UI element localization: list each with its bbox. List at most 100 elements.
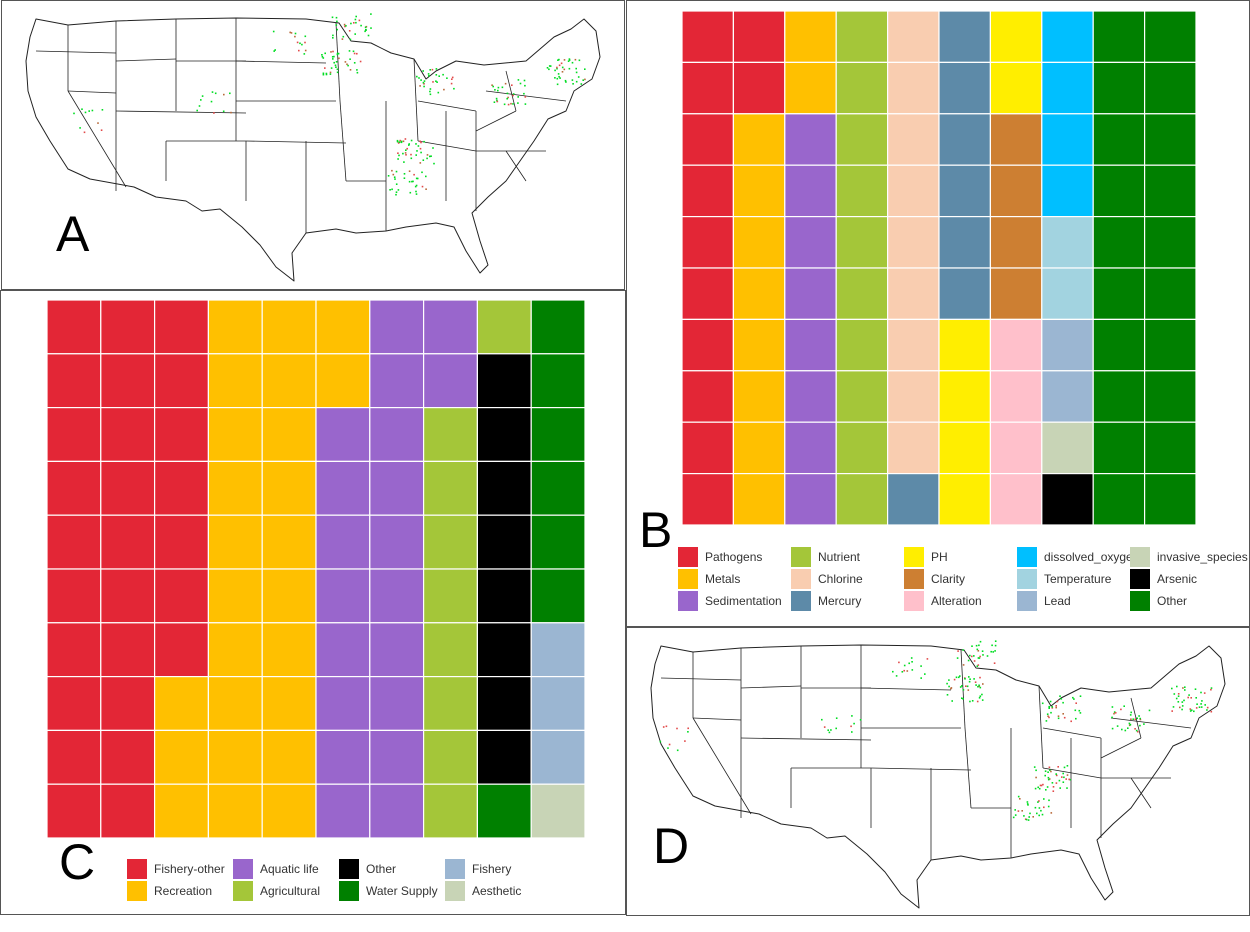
waffle-cell-recreation xyxy=(207,514,263,570)
state-border-line xyxy=(235,60,327,64)
waffle-cell-nutrient xyxy=(835,113,889,166)
waterbody-mark xyxy=(1075,702,1077,704)
waffle-cell-water-supply xyxy=(530,460,586,516)
waffle-cell-sedimentation xyxy=(784,113,837,166)
waffle-cell-temperature xyxy=(1041,216,1094,269)
waterbody-mark xyxy=(336,28,338,31)
waffle-cell-pathogens xyxy=(732,61,786,115)
waffle-cell-alteration xyxy=(989,473,1043,526)
waterbody-mark xyxy=(331,16,334,19)
waterbody-mark xyxy=(333,55,335,58)
waterbody-mark xyxy=(973,678,975,680)
state-border-line xyxy=(1038,685,1044,769)
waffle-cell-agricultural xyxy=(423,729,479,785)
waffle-cell-agricultural xyxy=(423,783,479,839)
waterbody-mark xyxy=(396,140,399,143)
legend-label: Agricultural xyxy=(260,884,321,898)
waterbody-mark xyxy=(425,175,427,178)
waterbody-mark xyxy=(1047,776,1050,779)
waterbody-mark xyxy=(687,727,689,730)
waterbody-mark xyxy=(1179,706,1181,709)
waterbody-mark xyxy=(229,92,231,95)
legend-swatch xyxy=(233,881,253,901)
waterbody-mark xyxy=(397,152,399,154)
waterbody-mark xyxy=(1182,687,1184,689)
waffle-cell-aquatic-life xyxy=(315,729,371,785)
waterbody-mark xyxy=(1045,720,1048,722)
waffle-cell-recreation xyxy=(207,783,263,839)
waffle-cell-aquatic-life xyxy=(423,353,479,409)
state-border-line xyxy=(1100,737,1142,759)
waterbody-mark xyxy=(979,686,982,689)
waterbody-mark xyxy=(1025,818,1028,821)
waterbody-mark xyxy=(423,85,425,88)
waffle-cell-mercury xyxy=(938,113,992,166)
waterbody-mark xyxy=(684,740,686,742)
waterbody-mark xyxy=(1021,810,1023,812)
state-border-line xyxy=(692,717,752,815)
waterbody-mark xyxy=(504,82,507,85)
waterbody-mark xyxy=(1190,709,1193,711)
waterbody-mark xyxy=(1111,706,1114,708)
waffle-cell-other xyxy=(476,353,532,409)
waterbody-mark xyxy=(337,52,340,55)
waterbody-mark xyxy=(329,73,332,75)
waterbody-mark xyxy=(853,722,855,725)
waterbody-mark xyxy=(1035,769,1037,772)
waffle-cell-other xyxy=(1143,318,1197,372)
waterbody-mark xyxy=(354,18,357,21)
waffle-cell-ph xyxy=(938,473,992,526)
waffle-cell-mercury xyxy=(938,61,992,115)
legend-swatch xyxy=(1130,569,1150,589)
legend-swatch xyxy=(1130,591,1150,611)
waffle-cell-invasive-species xyxy=(1041,421,1094,475)
waterbody-mark xyxy=(364,26,367,29)
waterbody-mark xyxy=(549,65,552,67)
waterbody-mark xyxy=(851,715,853,717)
waffle-cell-aquatic-life xyxy=(369,729,425,785)
waffle-cell-chlorine xyxy=(887,10,940,64)
waterbody-mark xyxy=(1113,711,1116,713)
waffle-cell-recreation xyxy=(261,460,317,516)
waterbody-mark xyxy=(1057,715,1060,717)
waterbody-mark xyxy=(422,159,425,161)
waterbody-mark xyxy=(421,185,424,188)
state-border-line xyxy=(67,90,127,188)
waterbody-mark xyxy=(432,147,434,149)
waffle-cell-alteration xyxy=(989,421,1043,475)
waterbody-mark xyxy=(676,749,679,752)
waterbody-mark xyxy=(1065,778,1067,780)
waterbody-mark xyxy=(411,180,413,183)
state-border-line xyxy=(1130,697,1142,739)
waterbody-mark xyxy=(507,103,510,106)
legend-label: Fishery xyxy=(472,862,512,876)
waterbody-mark xyxy=(1184,686,1186,688)
waterbody-mark xyxy=(450,82,453,85)
waterbody-mark xyxy=(322,57,325,59)
waterbody-mark xyxy=(892,670,894,673)
waffle-cell-other xyxy=(476,676,532,732)
waterbody-mark xyxy=(442,73,444,76)
waterbody-mark xyxy=(497,89,499,92)
waterbody-mark xyxy=(1048,707,1050,709)
waterbody-mark xyxy=(1134,718,1136,721)
waterbody-mark xyxy=(1032,816,1034,818)
waterbody-mark xyxy=(676,727,678,730)
waffle-cell-fishery-other xyxy=(46,514,102,570)
waterbody-mark xyxy=(584,68,586,70)
waterbody-mark xyxy=(969,700,971,703)
waterbody-mark xyxy=(850,725,852,728)
waterbody-mark xyxy=(358,19,361,22)
waterbody-mark xyxy=(1062,781,1065,783)
waterbody-mark xyxy=(1034,787,1037,790)
waffle-cell-chlorine xyxy=(887,267,940,321)
waterbody-mark xyxy=(1132,718,1134,720)
waterbody-mark xyxy=(956,657,959,659)
waterbody-mark xyxy=(433,162,435,165)
waterbody-mark xyxy=(356,52,358,55)
waffle-cell-dissolved-oxygen xyxy=(1041,61,1094,115)
waffle-cell-clarity xyxy=(989,164,1043,218)
waterbody-mark xyxy=(101,109,104,111)
waffle-cell-fishery xyxy=(530,676,586,732)
waffle-cell-fishery-other xyxy=(46,676,102,732)
